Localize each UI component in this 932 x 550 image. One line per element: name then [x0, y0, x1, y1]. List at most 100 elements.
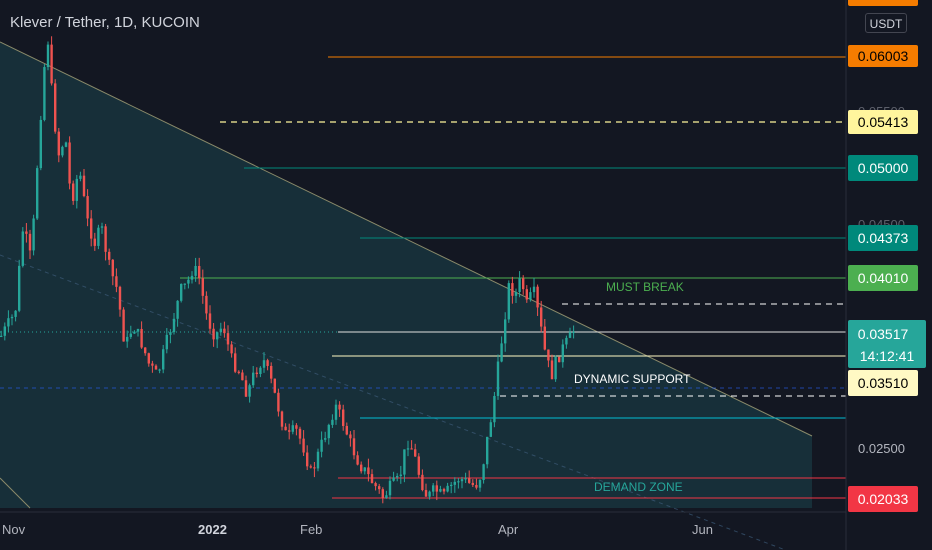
candle-body — [500, 343, 503, 362]
price-label-top-partial — [848, 0, 918, 6]
candle-body — [313, 467, 316, 469]
candle-body — [151, 363, 154, 366]
candle-body — [100, 226, 104, 228]
candle-body — [543, 326, 546, 350]
candle-body — [507, 283, 510, 320]
candle-body — [486, 436, 489, 465]
candle-body — [90, 218, 93, 239]
candle-body — [331, 419, 334, 425]
candle-body — [568, 332, 572, 338]
candle-body — [162, 349, 165, 370]
candle-body — [450, 484, 453, 487]
channel-upper-line — [0, 41, 813, 437]
candle-body — [489, 422, 492, 437]
candle-body — [97, 227, 100, 246]
x-tick-nov: Nov — [2, 522, 26, 537]
candle-body — [68, 142, 71, 184]
candle-body — [32, 218, 35, 251]
candle-body — [514, 292, 518, 296]
candle-body — [547, 349, 550, 361]
candle-body — [237, 371, 240, 373]
currency-button[interactable]: USDT — [865, 13, 907, 33]
candle-body — [493, 395, 496, 423]
price-label-05000: 0.05000 — [848, 155, 918, 181]
candle-body — [252, 372, 255, 386]
candle-body — [18, 265, 21, 311]
candle-body — [172, 318, 176, 333]
candle-body — [244, 380, 248, 397]
candle-body — [176, 300, 179, 319]
candle-body — [79, 175, 82, 179]
candle-body — [212, 328, 215, 340]
candle-body — [403, 449, 406, 475]
candle-body — [122, 309, 125, 342]
price-label-04010-text: 0.04010 — [858, 270, 909, 286]
candle-body — [342, 409, 345, 426]
candle-body — [234, 353, 237, 372]
candle-body — [21, 231, 24, 266]
candle-body — [370, 474, 374, 484]
candle-body — [205, 295, 208, 314]
descending-channel-fill — [0, 42, 812, 508]
x-tick-jun: Jun — [692, 522, 713, 537]
candle-body — [10, 316, 14, 319]
candle-body — [334, 404, 338, 420]
candle-body — [280, 411, 284, 427]
candle-body — [3, 326, 6, 336]
candle-body — [565, 337, 568, 345]
candle-body — [540, 307, 543, 327]
candle-body — [295, 425, 298, 429]
candle-body — [306, 452, 309, 467]
candle-body — [223, 328, 226, 334]
candle-body — [158, 369, 161, 371]
candle-body — [464, 478, 467, 480]
candle-body — [529, 292, 532, 300]
candle-body — [550, 360, 554, 380]
candle-body — [273, 378, 276, 393]
candle-body — [43, 67, 46, 120]
annotation-demand-zone: DEMAND ZONE — [594, 480, 683, 494]
candle-body — [496, 361, 500, 396]
candle-body — [198, 266, 201, 279]
candle-body — [435, 485, 438, 492]
candle-body — [432, 485, 435, 492]
candle-body — [428, 491, 431, 497]
candle-body — [345, 425, 348, 435]
price-label-05413: 0.05413 — [848, 110, 918, 134]
y-tick-02500: 0.02500 — [858, 441, 905, 456]
candle-body — [572, 331, 575, 334]
candle-body — [536, 286, 539, 308]
candle-body — [194, 266, 197, 276]
candle-body — [54, 83, 57, 132]
price-label-05000-text: 0.05000 — [858, 160, 909, 176]
candle-body — [424, 490, 428, 497]
candle-body — [169, 332, 172, 335]
candle-body — [482, 464, 485, 481]
symbol-name[interactable]: Klever / Tether — [10, 14, 106, 31]
candle-body — [46, 44, 50, 68]
candle-body — [349, 434, 352, 439]
candle-body — [381, 489, 384, 499]
x-tick-2022: 2022 — [198, 522, 227, 537]
candle-body — [457, 481, 460, 483]
candle-body — [201, 278, 204, 296]
candle-body — [147, 353, 150, 364]
candle-body — [57, 131, 60, 156]
candle-body — [525, 289, 528, 300]
price-label-04373: 0.04373 — [848, 225, 918, 251]
annotation-dynamic-support: DYNAMIC SUPPORT — [574, 372, 691, 386]
interval-label[interactable]: 1D — [113, 14, 134, 31]
candle-body — [453, 481, 456, 485]
x-tick-feb: Feb — [300, 522, 322, 537]
candle-body — [374, 483, 377, 487]
candle-body — [208, 313, 212, 329]
candle-body — [406, 448, 410, 450]
price-label-last-value: 0.03517 — [858, 326, 909, 342]
candle-body — [262, 360, 266, 368]
candle-body — [439, 489, 442, 492]
candle-body — [133, 331, 136, 334]
candle-body — [270, 365, 273, 379]
candle-body — [392, 477, 395, 481]
candle-body — [241, 372, 244, 381]
